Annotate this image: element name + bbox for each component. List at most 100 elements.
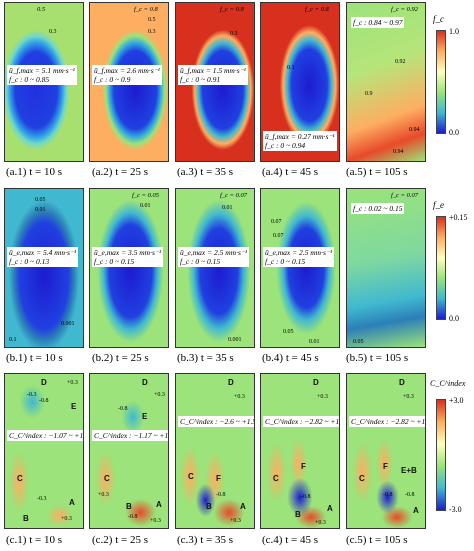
cbar-c-min: -3.0 <box>449 505 462 514</box>
panel-c1-label-3: -0.8 <box>39 398 49 404</box>
panel-c5-letter-a: A <box>413 506 419 515</box>
panel-b5-top-label: f_c = 0.07 <box>391 192 418 199</box>
caption-b1: (b.1) t = 10 s <box>6 352 63 364</box>
panel-a3-label-1: 0.3 <box>230 31 238 37</box>
panel-b4-label-4: 0.01 <box>309 339 320 345</box>
panel-b4-info: ū_e,max = 2.5 mm·s⁻¹ f_c : 0 ~ 0.15 <box>263 247 335 267</box>
panel-c5: D +0.3 C_C^index : −2.82 ~ +1.52 C F E+B… <box>346 373 426 529</box>
caption-c3: (c.3) t = 35 s <box>177 534 233 546</box>
cbar-b <box>436 216 446 320</box>
panel-b3-info: ū_e,max = 2.5 mm·s⁻¹ f_c : 0 ~ 0.15 <box>178 247 250 267</box>
caption-c4: (c.4) t = 45 s <box>262 534 318 546</box>
panel-a4: f_c = 0.8 0.1 ū_f,max = 0.27 mm·s⁻¹ f_c :… <box>260 2 340 162</box>
panel-c2-label-5: +0.3 <box>150 518 161 524</box>
cbar-c <box>436 399 446 511</box>
cbar-b-min: 0.0 <box>449 314 459 323</box>
row-a: 0.5 0.3 ū_f,max = 5.1 mm·s⁻¹ f_c : 0 ~ 0.… <box>0 0 474 185</box>
panel-b2-label-1: 0.01 <box>140 203 151 209</box>
panel-c1-label-2: -0.3 <box>27 392 37 398</box>
panel-b4-label-2: 0.07 <box>273 233 284 239</box>
panel-c5-letter-c: C <box>359 474 365 483</box>
caption-c1: (c.1) t = 10 s <box>6 534 62 546</box>
panel-b1-label-3: 0.001 <box>61 321 75 327</box>
panel-b5: f_c = 0.07 f_c : 0.02 ~ 0.15 0.05 <box>346 188 426 348</box>
panel-c4-letter-f: F <box>301 462 306 471</box>
panel-a3-info: ū_f,max = 1.5 mm·s⁻¹ f_c : 0 ~ 0.91 <box>178 65 248 85</box>
panel-b4-label-3: 0.05 <box>283 329 294 335</box>
panel-b3-top-label: f_c = 0.07 <box>220 192 247 199</box>
caption-c2: (c.2) t = 25 s <box>92 534 148 546</box>
panel-a3: f_c = 0.8 0.3 ū_f,max = 1.5 mm·s⁻¹ f_c : … <box>175 2 255 162</box>
panel-c1-label-4: -0.3 <box>37 496 47 502</box>
panel-c4-label-2: -0.8 <box>301 494 311 500</box>
panel-c1-info: C_C^index : −1.07 ~ +1.24 <box>7 430 83 441</box>
panel-c2-label-4: -0.8 <box>128 514 138 520</box>
panel-b4: 0.07 0.07 ū_e,max = 2.5 mm·s⁻¹ f_c : 0 ~ … <box>260 188 340 348</box>
panel-a3-top-label: f_c = 0.8 <box>220 6 244 13</box>
panel-a5: f_c = 0.92 f_c : 0.84 ~ 0.97 0.92 0.9 0.… <box>346 2 426 162</box>
panel-c3-letter-b: B <box>206 502 212 511</box>
panel-b1: 0.05 0.01 ū_e,max = 5.4 mm·s⁻¹ f_c : 0 ~ … <box>4 188 84 348</box>
cbar-c-title: C_C^index <box>430 379 466 388</box>
panel-c5-label-3: -0.8 <box>405 492 415 498</box>
caption-a5: (a.5) t = 105 s <box>346 166 408 178</box>
panel-a5-label-2: 0.9 <box>365 91 373 97</box>
panel-a2-label-1: 0.5 <box>148 17 156 23</box>
panel-c3-letter-f: F <box>216 474 221 483</box>
cbar-b-max: +0.15 <box>449 213 468 222</box>
panel-c1-letter-c: C <box>17 474 23 483</box>
caption-a1: (a.1) t = 10 s <box>6 166 62 178</box>
panel-b1-label-4: 0.1 <box>9 337 17 343</box>
panel-a2: f_c = 0.8 0.5 0.3 ū_f,max = 2.6 mm·s⁻¹ f_… <box>89 2 169 162</box>
cbar-c-max: +3.0 <box>449 396 464 405</box>
panel-b1-label-2: 0.01 <box>35 207 46 213</box>
panel-c2-label-1: +0.3 <box>154 392 165 398</box>
panel-a2-top-label: f_c = 0.8 <box>134 6 158 13</box>
panel-a5-label-4: 0.94 <box>393 149 404 155</box>
panel-c4-info: C_C^index : −2.82 ~ +1.53 <box>263 416 339 427</box>
panel-b2-info: ū_e,max = 3.5 mm·s⁻¹ f_c : 0 ~ 0.15 <box>92 247 164 267</box>
panel-c3: D +0.3 C_C^index : −2.6 ~ +1.5 C F B -0.… <box>175 373 255 529</box>
panel-a1-info: ū_f,max = 5.1 mm·s⁻¹ f_c : 0 ~ 0.85 <box>7 65 77 85</box>
panel-c3-letter-d: D <box>228 378 234 387</box>
row-b: 0.05 0.01 ū_e,max = 5.4 mm·s⁻¹ f_c : 0 ~ … <box>0 186 474 371</box>
cbar-a-max: 1.0 <box>449 27 459 36</box>
panel-b4-label-1: 0.07 <box>271 219 282 225</box>
panel-c3-letter-a: A <box>240 502 246 511</box>
panel-c4-label-1: +0.3 <box>317 394 328 400</box>
panel-a2-info: ū_f,max = 2.6 mm·s⁻¹ f_c : 0 ~ 0.9 <box>92 65 162 85</box>
panel-a4-label-1: 0.1 <box>287 65 295 71</box>
panel-a5-info: f_c : 0.84 ~ 0.97 <box>351 17 405 28</box>
caption-b3: (b.3) t = 35 s <box>177 352 234 364</box>
panel-c3-info: C_C^index : −2.6 ~ +1.5 <box>178 416 254 427</box>
caption-b4: (b.4) t = 45 s <box>262 352 319 364</box>
panel-c5-label-2: -0.8 <box>383 492 393 498</box>
panel-c3-letter-c: C <box>188 472 194 481</box>
panel-c2-letter-c: C <box>104 474 110 483</box>
panel-b2: f_c = 0.05 0.01 ū_e,max = 3.5 mm·s⁻¹ f_c … <box>89 188 169 348</box>
panel-a1-top-label: 0.5 <box>37 6 46 13</box>
panel-c2-info: C_C^index : −1.17 ~ +1.52 <box>92 430 168 441</box>
panel-c2: D +0.3 -0.8 E C_C^index : −1.17 ~ +1.52 … <box>89 373 169 529</box>
panel-b1-info: ū_e,max = 5.4 mm·s⁻¹ f_c : 0 ~ 0.13 <box>7 247 79 267</box>
panel-a1-label: 0.3 <box>49 29 57 35</box>
panel-b3: f_c = 0.07 0.01 ū_e,max = 2.5 mm·s⁻¹ f_c … <box>175 188 255 348</box>
panel-c1: D +0.3 -0.3 -0.8 E C_C^index : −1.07 ~ +… <box>4 373 84 529</box>
panel-c5-letter-f: F <box>383 462 388 471</box>
panel-b1-label-1: 0.05 <box>35 197 46 203</box>
panel-c5-label-1: +0.3 <box>403 394 414 400</box>
panel-a5-label-3: 0.94 <box>409 127 420 133</box>
cbar-a-title: f_c <box>433 14 444 24</box>
panel-c2-letter-a: A <box>156 500 162 509</box>
panel-a1: 0.5 0.3 ū_f,max = 5.1 mm·s⁻¹ f_c : 0 ~ 0.… <box>4 2 84 162</box>
caption-a2: (a.2) t = 25 s <box>92 166 148 178</box>
panel-a4-info: ū_f,max = 0.27 mm·s⁻¹ f_c : 0 ~ 0.94 <box>263 131 337 151</box>
panel-c1-label-5: +0.3 <box>61 516 72 522</box>
caption-a4: (a.4) t = 45 s <box>262 166 318 178</box>
panel-a4-top-label: f_c = 0.8 <box>305 6 329 13</box>
caption-b5: (b.5) t = 105 s <box>346 352 409 364</box>
caption-b2: (b.2) t = 25 s <box>92 352 149 364</box>
panel-c3-label-3: +0.3 <box>230 518 241 524</box>
panel-c3-label-1: +0.3 <box>234 394 245 400</box>
panel-c1-letter-a: A <box>69 498 75 507</box>
